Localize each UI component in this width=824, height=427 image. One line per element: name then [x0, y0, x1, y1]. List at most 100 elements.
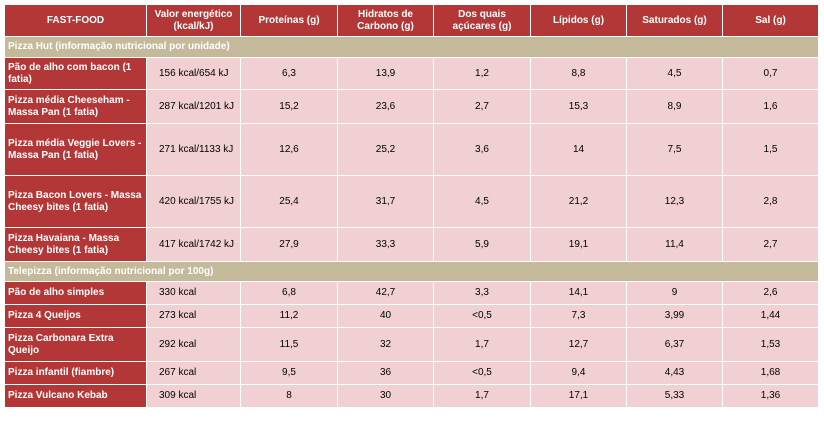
table-cell: 309 kcal — [146, 384, 241, 408]
section-title: Pizza Hut (informação nutricional por un… — [4, 36, 819, 58]
table-cell: 1,7 — [433, 327, 531, 362]
section-title: Telepizza (informação nutricional por 10… — [4, 261, 819, 282]
table-cell: 42,7 — [337, 281, 434, 305]
table-cell: 11,2 — [240, 304, 338, 328]
table-cell: <0,5 — [433, 304, 531, 328]
header-carbs: Hidratos de Carbono (g) — [337, 4, 434, 37]
table-cell: 6,3 — [240, 57, 338, 90]
table-cell: 1,7 — [433, 384, 531, 408]
header-row: FAST-FOOD Valor energético (kcal/kJ) Pro… — [4, 4, 819, 37]
table-cell: 12,7 — [530, 327, 627, 362]
table-cell: 0,7 — [722, 57, 819, 90]
table-cell: 21,2 — [530, 175, 627, 228]
table-cell: 2,8 — [722, 175, 819, 228]
item-name: Pizza Vulcano Kebab — [4, 384, 147, 408]
table-cell: 23,6 — [337, 89, 434, 124]
table-cell: 32 — [337, 327, 434, 362]
item-name: Pizza Havaiana - Massa Cheesy bites (1 f… — [4, 227, 147, 262]
table-body: Pizza Hut (informação nutricional por un… — [4, 36, 819, 408]
section-row: Pizza Hut (informação nutricional por un… — [4, 36, 819, 58]
table-cell: 25,4 — [240, 175, 338, 228]
header-fast-food: FAST-FOOD — [4, 4, 147, 37]
item-name: Pizza Bacon Lovers - Massa Cheesy bites … — [4, 175, 147, 228]
header-salt: Sal (g) — [722, 4, 819, 37]
table-cell: 273 kcal — [146, 304, 241, 328]
header-energy: Valor energético (kcal/kJ) — [146, 4, 241, 37]
table-cell: 2,6 — [722, 281, 819, 305]
table-row: Pizza infantil (fiambre) 267 kcal 9,5 36 <0,… — [4, 361, 819, 385]
table-cell: <0,5 — [433, 361, 531, 385]
table-cell: 36 — [337, 361, 434, 385]
header-proteins: Proteínas (g) — [240, 4, 338, 37]
table-cell: 1,2 — [433, 57, 531, 90]
table-row: Pão de alho simples 330 kcal 6,8 42,7 3,3 14,… — [4, 281, 819, 305]
nutrition-table-container: FAST-FOOD Valor energético (kcal/kJ) Pro… — [4, 4, 819, 408]
table-cell: 12,3 — [626, 175, 723, 228]
table-cell: 1,44 — [722, 304, 819, 328]
table-cell: 1,6 — [722, 89, 819, 124]
table-cell: 3,99 — [626, 304, 723, 328]
table-cell: 2,7 — [433, 89, 531, 124]
table-cell: 3,3 — [433, 281, 531, 305]
table-cell: 11,5 — [240, 327, 338, 362]
nutrition-table: FAST-FOOD Valor energético (kcal/kJ) Pro… — [4, 4, 819, 408]
table-cell: 267 kcal — [146, 361, 241, 385]
table-cell: 33,3 — [337, 227, 434, 262]
table-cell: 9 — [626, 281, 723, 305]
table-cell: 9,5 — [240, 361, 338, 385]
table-row: Pizza Vulcano Kebab 309 kcal 8 30 1,7 17,1 5,3… — [4, 384, 819, 408]
table-cell: 25,2 — [337, 123, 434, 176]
table-cell: 4,43 — [626, 361, 723, 385]
table-cell: 19,1 — [530, 227, 627, 262]
header-saturated: Saturados (g) — [626, 4, 723, 37]
table-cell: 8,9 — [626, 89, 723, 124]
table-cell: 1,68 — [722, 361, 819, 385]
table-cell: 6,8 — [240, 281, 338, 305]
table-cell: 156 kcal/654 kJ — [146, 57, 241, 90]
table-cell: 4,5 — [433, 175, 531, 228]
table-cell: 5,33 — [626, 384, 723, 408]
table-cell: 15,3 — [530, 89, 627, 124]
table-cell: 30 — [337, 384, 434, 408]
table-cell: 2,7 — [722, 227, 819, 262]
table-row: Pizza Havaiana - Massa Cheesy bites (1 f… — [4, 227, 819, 262]
table-cell: 417 kcal/1742 kJ — [146, 227, 241, 262]
table-cell: 14 — [530, 123, 627, 176]
table-cell: 8,8 — [530, 57, 627, 90]
table-cell: 27,9 — [240, 227, 338, 262]
table-cell: 7,3 — [530, 304, 627, 328]
table-row: Pizza Bacon Lovers - Massa Cheesy bites … — [4, 175, 819, 228]
item-name: Pizza média Veggie Lovers - Massa Pan (1… — [4, 123, 147, 176]
table-cell: 287 kcal/1201 kJ — [146, 89, 241, 124]
item-name: Pizza média Cheeseham - Massa Pan (1 fat… — [4, 89, 147, 124]
table-row: Pizza média Cheeseham - Massa Pan (1 fat… — [4, 89, 819, 124]
table-cell: 1,36 — [722, 384, 819, 408]
table-cell: 6,37 — [626, 327, 723, 362]
table-cell: 1,5 — [722, 123, 819, 176]
table-row: Pizza média Veggie Lovers - Massa Pan (1… — [4, 123, 819, 176]
table-cell: 17,1 — [530, 384, 627, 408]
table-cell: 1,53 — [722, 327, 819, 362]
table-cell: 271 kcal/1133 kJ — [146, 123, 241, 176]
table-cell: 12,6 — [240, 123, 338, 176]
section-row: Telepizza (informação nutricional por 10… — [4, 261, 819, 282]
item-name: Pizza infantil (fiambre) — [4, 361, 147, 385]
item-name: Pizza 4 Queijos — [4, 304, 147, 328]
table-cell: 5,9 — [433, 227, 531, 262]
table-row: Pizza Carbonara Extra Queijo 292 kcal 11,5… — [4, 327, 819, 362]
table-cell: 330 kcal — [146, 281, 241, 305]
table-cell: 9,4 — [530, 361, 627, 385]
table-cell: 13,9 — [337, 57, 434, 90]
table-cell: 31,7 — [337, 175, 434, 228]
item-name: Pizza Carbonara Extra Queijo — [4, 327, 147, 362]
table-cell: 8 — [240, 384, 338, 408]
table-cell: 14,1 — [530, 281, 627, 305]
header-lipids: Lípidos (g) — [530, 4, 627, 37]
table-cell: 3,6 — [433, 123, 531, 176]
table-cell: 40 — [337, 304, 434, 328]
table-cell: 11,4 — [626, 227, 723, 262]
table-row: Pizza 4 Queijos 273 kcal 11,2 40 <0,5 7,3 3,99… — [4, 304, 819, 328]
table-cell: 7,5 — [626, 123, 723, 176]
table-cell: 15,2 — [240, 89, 338, 124]
table-cell: 420 kcal/1755 kJ — [146, 175, 241, 228]
